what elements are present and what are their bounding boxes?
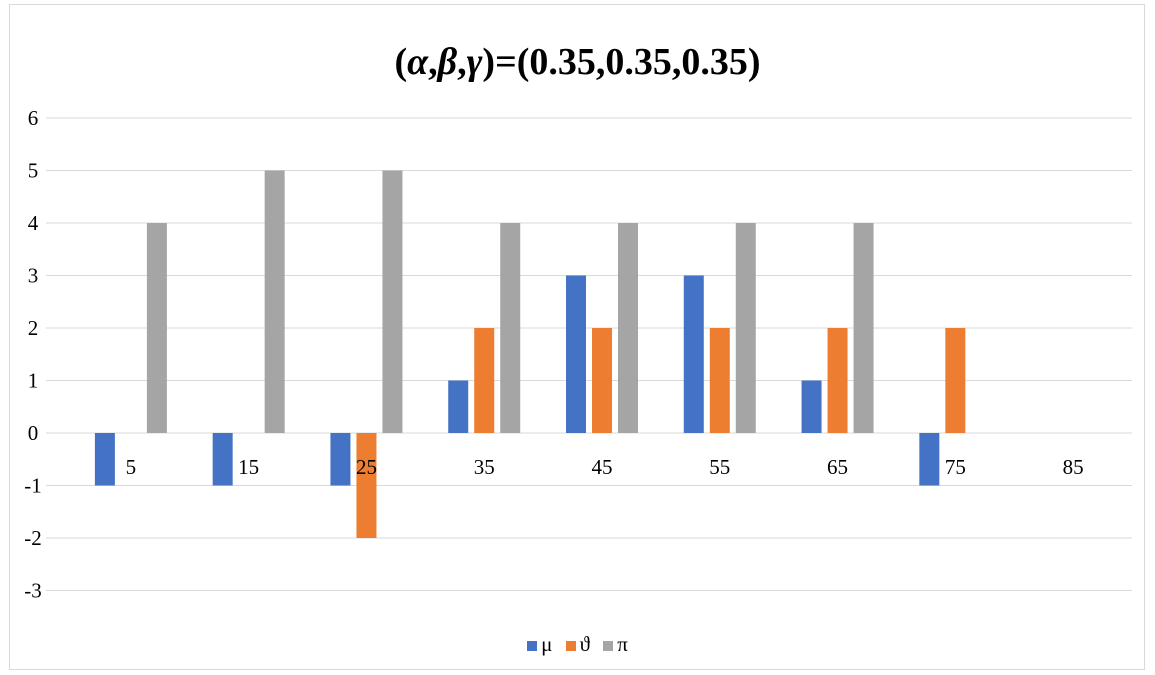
x-tick-label: 35 [474,455,495,479]
chart-title: (α,β,γ)=(0.35,0.35,0.35) [0,40,1155,84]
bar-pi [618,223,638,433]
y-tick-label: -3 [24,579,42,603]
title-alpha: α [407,41,429,83]
x-tick-label: 25 [356,455,377,479]
legend-item-mu: μ [527,632,552,657]
y-tick-label: 2 [28,316,39,340]
legend-label-mu: μ [541,632,553,656]
bar-mu [448,380,469,433]
legend-swatch-mu [527,641,538,652]
x-tick-label: 75 [945,455,966,479]
bar-pi [146,223,167,433]
bar-theta [827,328,848,433]
bar-theta [356,433,377,538]
title-part: ( [394,41,408,83]
x-tick-label: 15 [238,455,259,479]
bar-mu [94,433,115,486]
bar-theta [945,328,966,433]
bar-mu [212,433,233,486]
bar-theta [592,328,612,433]
chart-legend: μ ϑ π [0,632,1155,657]
y-tick-label: 1 [28,369,39,393]
bar-theta [474,328,495,433]
y-tick-label: 4 [28,211,39,235]
legend-label-pi: π [617,632,628,656]
bar-mu [801,380,822,433]
bar-pi [382,170,403,433]
y-tick-label: -1 [24,474,42,498]
y-tick-label: 3 [28,264,39,288]
x-tick-label: 5 [126,455,137,479]
bar-mu [566,275,586,433]
legend-item-theta: ϑ [565,632,591,657]
bar-theta [709,328,730,433]
title-beta: β [437,41,458,83]
x-tick-label: 55 [709,455,730,479]
legend-item-pi: π [603,632,628,657]
title-part: )=(0.35,0.35,0.35) [482,41,761,83]
legend-swatch-pi [603,641,614,652]
y-tick-label: 0 [28,421,39,445]
title-part: , [428,41,438,83]
y-tick-label: 6 [28,106,39,130]
bar-pi [500,223,521,433]
title-part: , [457,41,467,83]
bar-mu [683,275,704,433]
bar-pi [853,223,874,433]
title-gamma: γ [466,41,483,83]
legend-swatch-theta [565,641,576,652]
bar-mu [330,433,351,486]
y-tick-label: -2 [24,526,42,550]
bar-pi [735,223,756,433]
bar-mu [919,433,940,486]
x-tick-label: 85 [1063,455,1084,479]
x-tick-label: 45 [592,455,613,479]
legend-label-theta: ϑ [579,632,591,656]
bar-pi [264,170,285,433]
x-tick-label: 65 [827,455,848,479]
y-tick-label: 5 [28,159,39,183]
